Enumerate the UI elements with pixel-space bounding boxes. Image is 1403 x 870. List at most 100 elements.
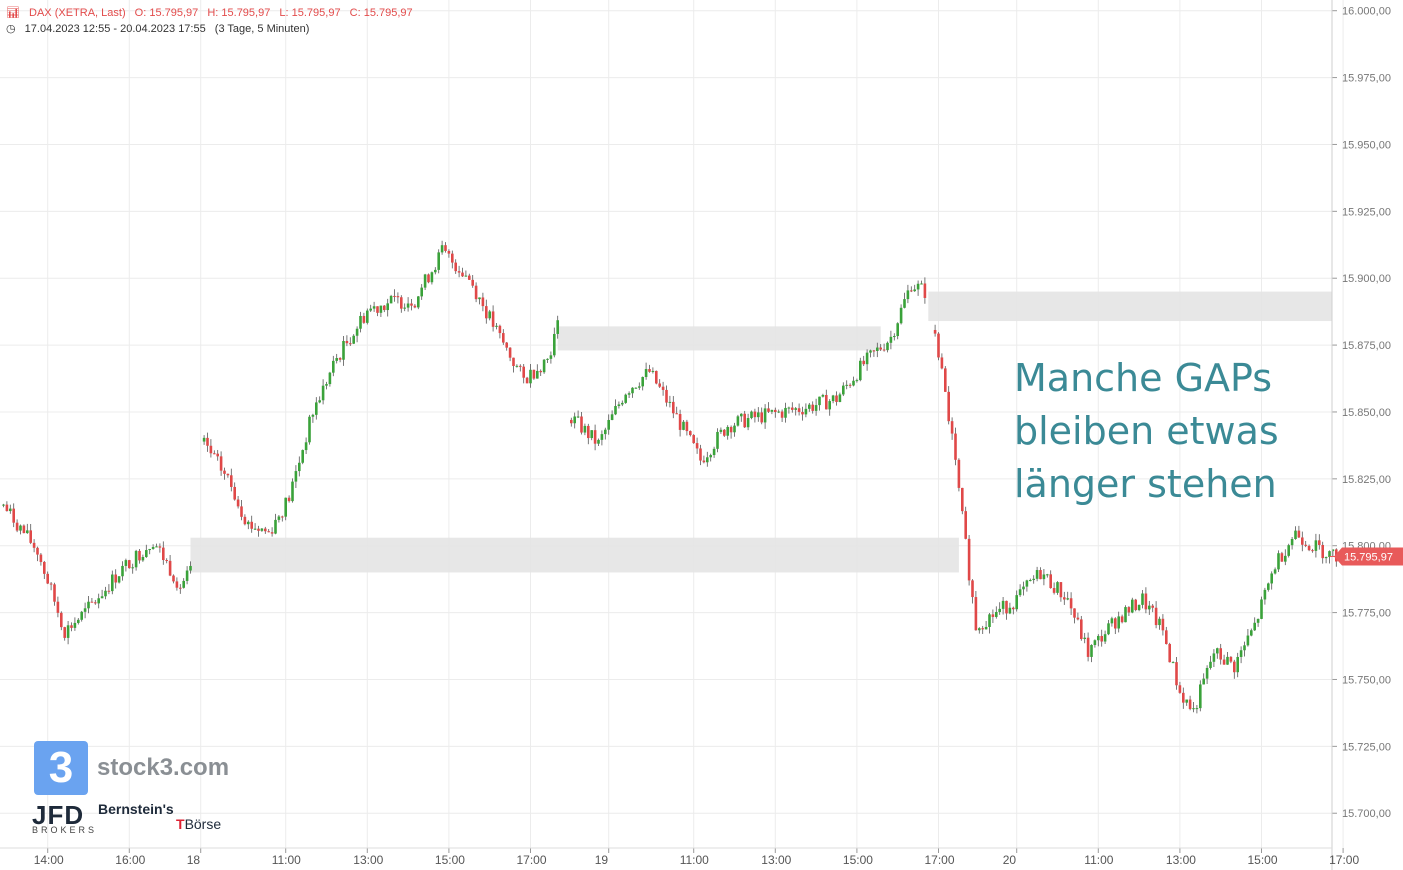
grid bbox=[0, 0, 1344, 848]
candle-body bbox=[1192, 708, 1195, 710]
candle-body bbox=[202, 437, 206, 442]
candle-body bbox=[947, 391, 950, 422]
candle-body bbox=[311, 414, 315, 417]
candle-body bbox=[570, 419, 573, 424]
candle-body bbox=[369, 308, 372, 311]
candle-body bbox=[1029, 580, 1032, 582]
gap-zone bbox=[928, 291, 1332, 322]
candle-body bbox=[457, 271, 461, 273]
candle-body bbox=[1086, 637, 1090, 657]
candle-body bbox=[1216, 648, 1219, 654]
candle-body bbox=[1321, 544, 1324, 559]
candle-body bbox=[264, 528, 267, 532]
x-tick-label: 14:00 bbox=[34, 853, 64, 867]
candle-body bbox=[1124, 607, 1127, 623]
candle-body bbox=[1233, 661, 1236, 673]
x-tick-label: 13:00 bbox=[353, 853, 383, 867]
candle-body bbox=[427, 274, 430, 283]
candle-body bbox=[417, 296, 420, 308]
candle-body bbox=[1076, 617, 1080, 620]
candle-body bbox=[114, 574, 117, 583]
y-tick-label: 15.900,00 bbox=[1342, 273, 1391, 285]
annotation-line: bleiben etwas bbox=[1014, 409, 1279, 453]
candle-body bbox=[349, 343, 352, 345]
candle-body bbox=[984, 626, 988, 630]
candle-body bbox=[964, 511, 967, 539]
candle-body bbox=[1273, 569, 1277, 574]
candle-body bbox=[876, 347, 879, 351]
candle-body bbox=[801, 411, 804, 415]
candle-body bbox=[505, 342, 508, 348]
clock-icon: ◷ bbox=[6, 23, 16, 35]
candle-body bbox=[43, 561, 46, 574]
jfd-sub: BROKERS bbox=[32, 825, 98, 835]
candle-body bbox=[294, 471, 298, 482]
candle-body bbox=[471, 279, 474, 286]
candle-body bbox=[1331, 549, 1335, 552]
candle-body bbox=[257, 528, 260, 531]
candle-body bbox=[111, 574, 114, 592]
candle-body bbox=[90, 601, 94, 603]
candle-body bbox=[1039, 570, 1042, 580]
candle-body bbox=[750, 411, 753, 419]
candle-body bbox=[910, 290, 913, 292]
candle-body bbox=[808, 404, 811, 409]
x-tick-label: 13:00 bbox=[761, 853, 791, 867]
candle-body bbox=[1314, 540, 1318, 551]
close-value: C: 15.795,97 bbox=[349, 7, 413, 19]
candle-body bbox=[814, 405, 818, 411]
candle-body bbox=[583, 425, 587, 433]
candle-body bbox=[699, 448, 702, 461]
candle-body bbox=[1304, 544, 1307, 546]
candle-body bbox=[879, 347, 882, 350]
candle-body bbox=[502, 333, 505, 343]
interval-label: (3 Tage, 5 Minuten) bbox=[214, 23, 310, 35]
candle-body bbox=[1097, 635, 1100, 641]
candle-body bbox=[855, 380, 859, 382]
candle-body bbox=[46, 573, 49, 584]
candle-body bbox=[389, 295, 393, 304]
candle-body bbox=[1080, 619, 1083, 640]
candle-body bbox=[842, 385, 845, 395]
candle-body bbox=[1168, 644, 1171, 663]
candle-body bbox=[168, 560, 172, 576]
candle-body bbox=[512, 357, 515, 366]
annotation-line: länger stehen bbox=[1014, 462, 1277, 506]
candle-body bbox=[818, 396, 821, 406]
candle-body bbox=[379, 305, 383, 313]
y-tick-label: 15.875,00 bbox=[1342, 340, 1391, 352]
candle-body bbox=[692, 435, 695, 444]
candle-body bbox=[784, 407, 787, 418]
candle-body bbox=[362, 315, 366, 323]
candle-body bbox=[991, 614, 995, 617]
x-tick-label: 11:00 bbox=[272, 853, 301, 867]
candle-body bbox=[386, 303, 389, 311]
candle-body bbox=[1134, 599, 1137, 611]
candle-body bbox=[726, 426, 729, 436]
candle-body bbox=[508, 347, 512, 358]
candle-body bbox=[359, 315, 362, 329]
candle-body bbox=[185, 570, 189, 581]
candle-body bbox=[1202, 678, 1205, 685]
candle-body bbox=[338, 358, 342, 360]
candle-body bbox=[743, 413, 746, 428]
candle-body bbox=[277, 516, 281, 520]
candle-body bbox=[1328, 551, 1331, 558]
candle-body bbox=[753, 411, 757, 418]
candle-body bbox=[151, 547, 155, 549]
candle-body bbox=[66, 625, 70, 638]
candle-body bbox=[651, 370, 655, 372]
stock3-logo: 3 bbox=[34, 741, 88, 795]
candle-body bbox=[1052, 588, 1056, 593]
candle-body bbox=[15, 522, 19, 531]
candle-body bbox=[1151, 605, 1154, 608]
candle-body bbox=[451, 253, 454, 263]
candle-body bbox=[678, 414, 682, 430]
candle-body bbox=[36, 547, 39, 555]
candle-body bbox=[406, 303, 410, 308]
candle-body bbox=[335, 358, 338, 361]
candle-body bbox=[498, 325, 502, 334]
candle-body bbox=[2, 504, 5, 506]
candle-body bbox=[763, 408, 767, 423]
